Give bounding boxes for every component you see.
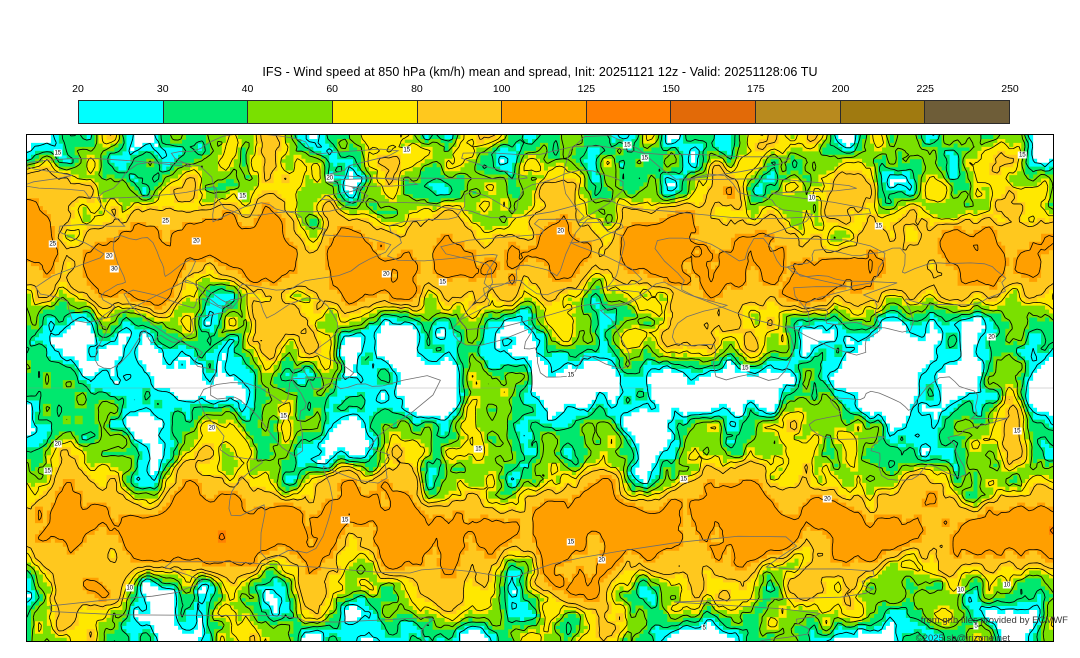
contour-line-30	[27, 135, 1053, 641]
coastline-outline	[94, 235, 233, 370]
contour-line-60	[218, 527, 1053, 541]
contour-label: 30	[109, 265, 119, 273]
colorbar-bands	[78, 100, 1010, 124]
coastline-outline	[49, 535, 875, 641]
contour-label: 15	[438, 278, 447, 286]
coastline-outline	[440, 135, 886, 330]
contour-label: 20	[325, 174, 334, 182]
contour-line-10	[27, 135, 1053, 641]
contour-label: 20	[192, 237, 201, 245]
coastline-outline	[35, 161, 392, 324]
contour-line-15	[27, 135, 1053, 641]
colorbar-band-3	[332, 101, 418, 123]
coastline-outline	[386, 169, 643, 296]
contour-label: 20	[207, 424, 216, 432]
coastline-outline	[786, 247, 1007, 333]
colorbar-tick-40: 40	[241, 83, 254, 95]
contour-label: 15	[874, 222, 883, 230]
colorbar-tick-labels: 20 30 40 60 80 100 125 150 175 200 225 250	[72, 83, 1019, 98]
contour-label: 25	[161, 217, 170, 225]
colorbar-band-7	[671, 101, 757, 123]
contour-label: 5	[701, 624, 707, 632]
colorbar: 20 30 40 60 80 100 125 150 175 200 225 250	[72, 83, 1019, 124]
contour-label: 20	[597, 556, 606, 564]
contour-label: 15	[740, 364, 750, 372]
contour-label: 10	[1002, 581, 1012, 589]
contour-label: 10	[125, 584, 134, 592]
colorbar-band-5	[502, 101, 587, 123]
contour-label: 15	[340, 516, 350, 524]
coastline-outline	[197, 367, 441, 561]
colorbar-tick-20: 20	[72, 83, 84, 95]
contour-label: 20	[556, 227, 565, 235]
contour-label: 20	[104, 252, 114, 260]
colorbar-tick-100: 100	[492, 83, 511, 95]
map-canvas[interactable]: 15 15 15 15 15 25 20 25 30 20 15 20 20 20 15 15 10 15 20 15…	[26, 134, 1054, 642]
contour-label: 15	[279, 412, 288, 420]
coastline-outline	[654, 237, 898, 381]
coastline-outline	[452, 218, 642, 378]
colorbar-band-2	[248, 101, 333, 123]
map-field-svg	[27, 135, 1053, 641]
colorbar-band-10	[925, 101, 1010, 123]
contour-label: 10	[807, 194, 817, 202]
contour-line-25	[27, 135, 1053, 641]
contour-label: 15	[474, 445, 483, 453]
contour-label: 15	[43, 467, 52, 475]
contour-label: 15	[1017, 151, 1027, 159]
colorbar-band-0	[79, 101, 164, 123]
coastline-outline	[123, 289, 355, 457]
colorbar-tick-225: 225	[916, 83, 935, 95]
contour-label: 20	[53, 440, 63, 448]
contour-label: 15	[622, 141, 632, 149]
colorbar-band-9	[840, 101, 926, 123]
credit-copyright: ©2025 sb@irizone.net	[915, 633, 1010, 644]
colorbar-tick-60: 60	[326, 83, 339, 95]
colorbar-tick-30: 30	[156, 83, 169, 95]
contour-label: 15	[566, 371, 576, 379]
colorbar-band-1	[163, 101, 249, 123]
colorbar-tick-80: 80	[411, 83, 423, 95]
credit-source: from grib files provided by ECMWF	[920, 615, 1068, 626]
colorbar-tick-150: 150	[662, 83, 680, 95]
colorbar-band-6	[586, 101, 672, 123]
coastline-outline	[320, 145, 872, 220]
contour-label: 15	[640, 154, 649, 162]
contour-label: 15	[679, 475, 688, 483]
coastline-outline	[27, 135, 419, 216]
contour-label: 5	[973, 622, 979, 630]
contour-line-40	[27, 186, 1053, 600]
colorbar-band-8	[756, 101, 841, 123]
contour-label: 20	[987, 333, 996, 341]
contour-label: 15	[402, 146, 411, 154]
colorbar-tick-125: 125	[577, 83, 596, 95]
contour-label: 20	[823, 495, 832, 503]
contour-label: 15	[238, 192, 247, 200]
contour-label: 20	[381, 270, 391, 278]
page-title: IFS - Wind speed at 850 hPa (km/h) mean …	[262, 65, 818, 79]
contour-label: 10	[956, 586, 965, 594]
wind-band-40	[27, 186, 1053, 603]
colorbar-tick-175: 175	[747, 83, 765, 95]
contour-label: 15	[566, 538, 576, 546]
contour-label: 25	[48, 240, 57, 248]
colorbar-tick-250: 250	[1001, 83, 1019, 95]
contour-label: 15	[53, 149, 63, 157]
colorbar-tick-200: 200	[831, 83, 850, 95]
colorbar-band-4	[417, 101, 503, 123]
coastline-outline	[808, 376, 1008, 481]
contour-label: 15	[1012, 427, 1022, 435]
